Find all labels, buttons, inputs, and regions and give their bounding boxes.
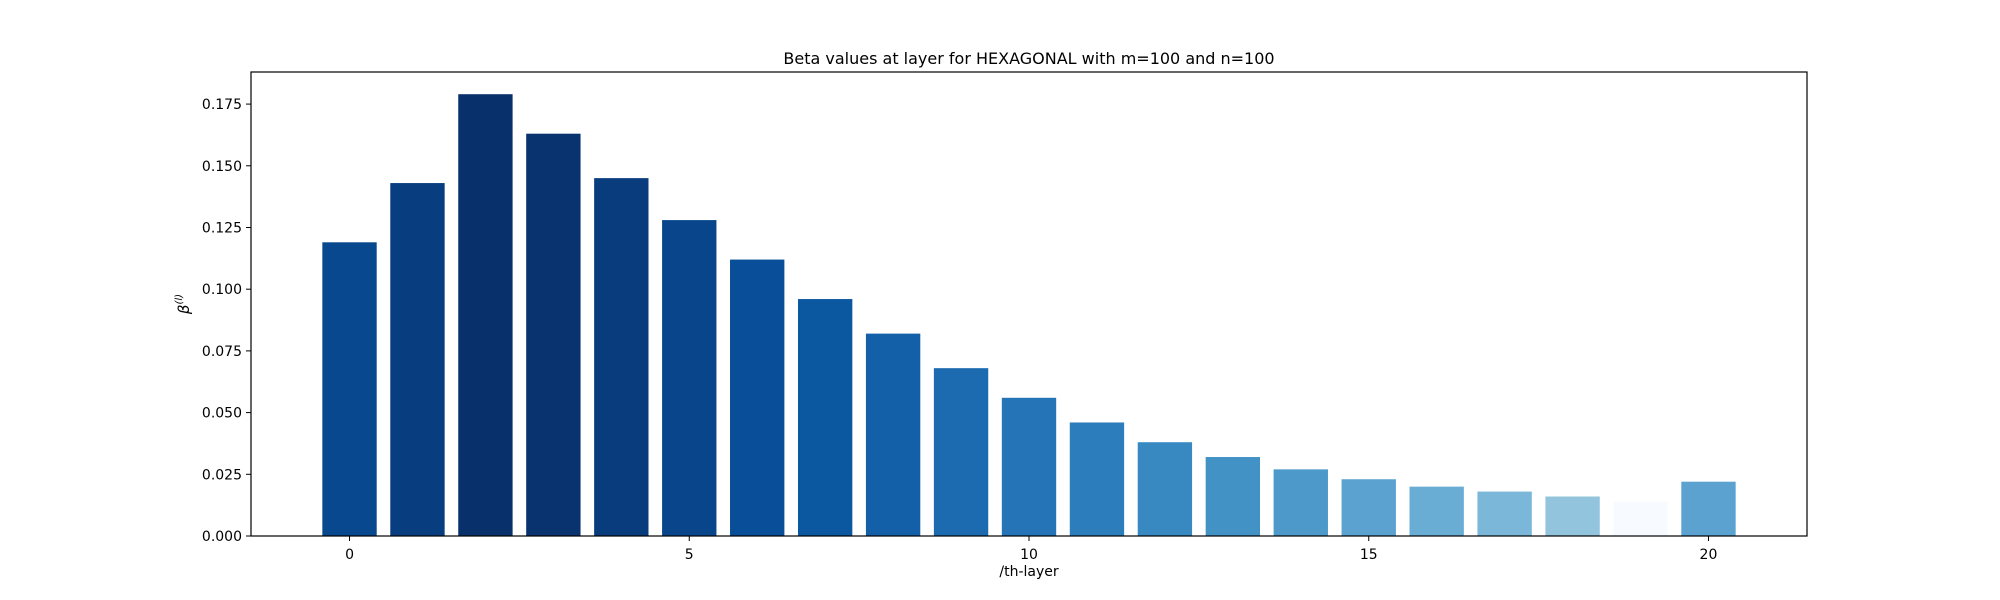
y-tick-label: 0.050 xyxy=(202,406,242,422)
bars-group xyxy=(322,94,1736,537)
y-tick-label: 0.000 xyxy=(202,529,242,545)
bar-layer-5 xyxy=(662,220,717,536)
y-axis-label: β(l) xyxy=(174,294,193,315)
y-axis-ticks: 0.000 0.025 0.050 0.075 0.100 0.125 0.150 0.175 xyxy=(202,97,251,545)
chart-title: Beta values at layer for HEXAGONAL with … xyxy=(783,49,1274,68)
x-tick-label: 10 xyxy=(1020,547,1038,563)
y-tick-label: 0.125 xyxy=(202,220,242,236)
x-axis-label: /th-layer xyxy=(999,564,1058,580)
bar-layer-19 xyxy=(1613,501,1668,536)
plot-frame xyxy=(250,71,1808,537)
bar-layer-16 xyxy=(1409,486,1464,536)
svg-text:β(l): β(l) xyxy=(174,294,193,315)
bar-layer-18 xyxy=(1545,496,1600,536)
y-tick-label: 0.150 xyxy=(202,159,242,175)
bar-layer-14 xyxy=(1273,469,1328,536)
y-tick-label: 0.025 xyxy=(202,467,242,483)
y-axis-label-base: β xyxy=(175,304,193,315)
x-tick-label: 20 xyxy=(1700,547,1718,563)
bar-layer-4 xyxy=(594,178,649,536)
bar-layer-2 xyxy=(458,94,513,537)
bar-layer-7 xyxy=(797,299,853,536)
bar-layer-6 xyxy=(730,259,785,536)
x-axis-ticks: 0 5 10 15 20 xyxy=(345,536,1717,563)
y-axis-label-sup: (l) xyxy=(174,294,185,305)
x-tick-label: 0 xyxy=(345,547,354,563)
y-tick-label: 0.175 xyxy=(202,97,242,113)
bar-layer-20 xyxy=(1681,481,1736,536)
bar-layer-3 xyxy=(526,133,581,536)
bar-layer-1 xyxy=(390,183,445,536)
x-tick-label: 5 xyxy=(685,547,694,563)
bar-layer-8 xyxy=(865,333,921,536)
y-tick-label: 0.075 xyxy=(202,344,242,360)
x-tick-label: 15 xyxy=(1360,547,1378,563)
bar-layer-15 xyxy=(1341,479,1396,536)
bar-layer-17 xyxy=(1477,491,1532,536)
bar-layer-10 xyxy=(1001,397,1057,536)
bar-layer-12 xyxy=(1137,442,1193,536)
bar-layer-13 xyxy=(1205,457,1261,536)
bar-layer-9 xyxy=(933,368,989,536)
y-tick-label: 0.100 xyxy=(202,282,242,298)
bar-layer-0 xyxy=(322,242,377,537)
bar-layer-11 xyxy=(1069,422,1125,536)
